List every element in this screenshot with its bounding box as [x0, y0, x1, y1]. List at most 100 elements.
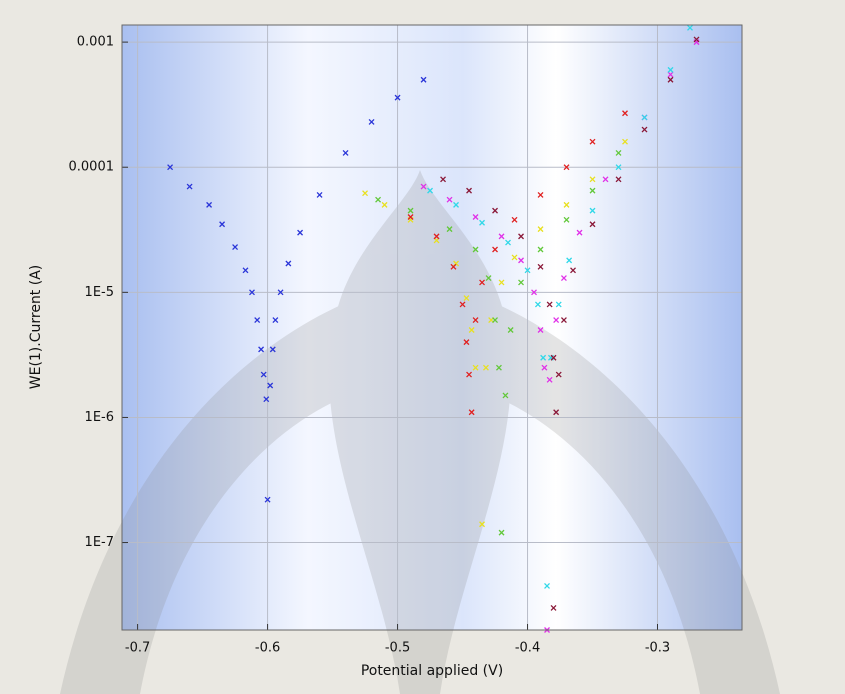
point — [463, 339, 470, 346]
point — [589, 138, 596, 145]
point — [505, 239, 511, 246]
point — [381, 201, 388, 208]
point — [495, 364, 502, 371]
x-tick-label: -0.3 — [645, 641, 670, 656]
point — [468, 327, 475, 333]
point — [667, 66, 674, 73]
point — [524, 267, 531, 274]
point — [479, 521, 486, 528]
point — [563, 216, 570, 223]
point — [316, 192, 323, 198]
point — [440, 176, 447, 183]
point — [693, 36, 700, 43]
point — [260, 371, 267, 378]
point — [563, 164, 570, 171]
point — [450, 263, 457, 270]
point — [537, 226, 544, 233]
point — [553, 409, 560, 416]
point — [479, 279, 486, 286]
point — [468, 409, 475, 416]
point — [541, 364, 548, 371]
point — [641, 114, 648, 121]
point — [219, 221, 226, 228]
point — [576, 229, 583, 236]
point — [472, 246, 479, 253]
y-tick-label: 1E-6 — [85, 410, 114, 425]
point — [466, 187, 473, 194]
point — [589, 187, 596, 194]
point — [518, 257, 524, 264]
point — [272, 317, 279, 324]
point — [407, 214, 414, 220]
point — [511, 216, 518, 223]
point — [492, 207, 498, 214]
x-tick-label: -0.6 — [255, 641, 280, 656]
point — [518, 279, 524, 286]
x-tick-label: -0.7 — [125, 641, 150, 656]
point — [267, 382, 274, 389]
point — [546, 301, 553, 308]
point — [534, 301, 541, 308]
point — [537, 327, 544, 333]
point — [242, 267, 249, 274]
plot-frame — [121, 24, 743, 631]
point — [511, 254, 518, 261]
point — [492, 317, 498, 324]
point — [264, 496, 271, 503]
point — [566, 257, 573, 264]
point — [277, 289, 284, 296]
point — [667, 71, 674, 78]
point — [186, 183, 193, 190]
point — [427, 187, 434, 194]
point — [518, 233, 524, 240]
x-tick-label: -0.5 — [385, 641, 410, 656]
point — [602, 176, 609, 183]
grid — [122, 25, 742, 630]
point — [420, 183, 427, 190]
point — [502, 392, 509, 399]
point — [546, 376, 553, 383]
point — [466, 371, 473, 378]
point — [550, 605, 557, 611]
point — [555, 371, 562, 378]
point — [368, 119, 375, 125]
point — [553, 317, 560, 324]
y-axis-label: WE(1).Current (A) — [28, 265, 44, 390]
point — [537, 246, 544, 253]
point — [485, 275, 492, 282]
point — [537, 192, 544, 198]
point — [498, 233, 505, 240]
point — [433, 233, 440, 240]
point — [479, 219, 486, 226]
point — [492, 246, 498, 253]
point — [622, 110, 628, 117]
y-tick-label: 0.0001 — [69, 160, 115, 175]
point — [472, 317, 479, 324]
point — [544, 582, 550, 589]
point — [362, 190, 369, 197]
y-tick-label: 0.001 — [77, 35, 114, 50]
point — [254, 317, 261, 324]
point — [550, 354, 557, 361]
point — [540, 354, 547, 361]
point — [615, 176, 622, 183]
point — [453, 201, 460, 208]
point — [563, 201, 570, 208]
point — [560, 317, 567, 324]
point — [531, 289, 537, 296]
point — [570, 267, 576, 274]
point — [269, 346, 276, 353]
point — [622, 138, 628, 145]
plot-area — [122, 25, 742, 630]
point — [459, 301, 466, 308]
point — [446, 226, 453, 233]
point — [667, 76, 674, 83]
point — [232, 244, 239, 251]
marks — [167, 24, 700, 633]
point — [641, 126, 648, 133]
point — [555, 301, 562, 308]
point — [297, 229, 304, 236]
y-tick-label: 1E-7 — [85, 535, 114, 550]
point — [589, 207, 596, 214]
